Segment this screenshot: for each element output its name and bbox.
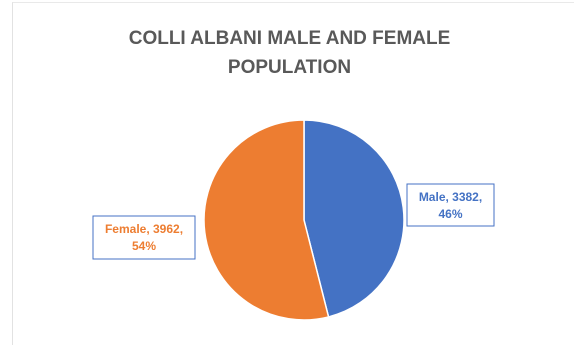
chart-title: COLLI ALBANI MALE AND FEMALE POPULATION xyxy=(0,24,579,82)
data-label-male-line-2: 46% xyxy=(438,207,462,221)
data-label-female: Female, 3962, 54% xyxy=(92,215,196,260)
data-label-female-box xyxy=(92,215,196,260)
chart-title-line-1: COLLI ALBANI MALE AND FEMALE xyxy=(128,28,451,49)
data-label-male-line-1: Male, 3382, xyxy=(419,190,482,204)
pie-slice-female xyxy=(203,119,330,321)
data-label-male-box xyxy=(406,183,495,227)
pie-slices xyxy=(203,119,405,321)
data-label-female-line-1: Female, 3962, xyxy=(105,222,183,236)
data-label-female-line-2: 54% xyxy=(132,239,156,253)
pie-slice-male xyxy=(303,119,405,318)
chart-title-line-2: POPULATION xyxy=(227,57,352,78)
data-label-male: Male, 3382, 46% xyxy=(406,183,495,227)
